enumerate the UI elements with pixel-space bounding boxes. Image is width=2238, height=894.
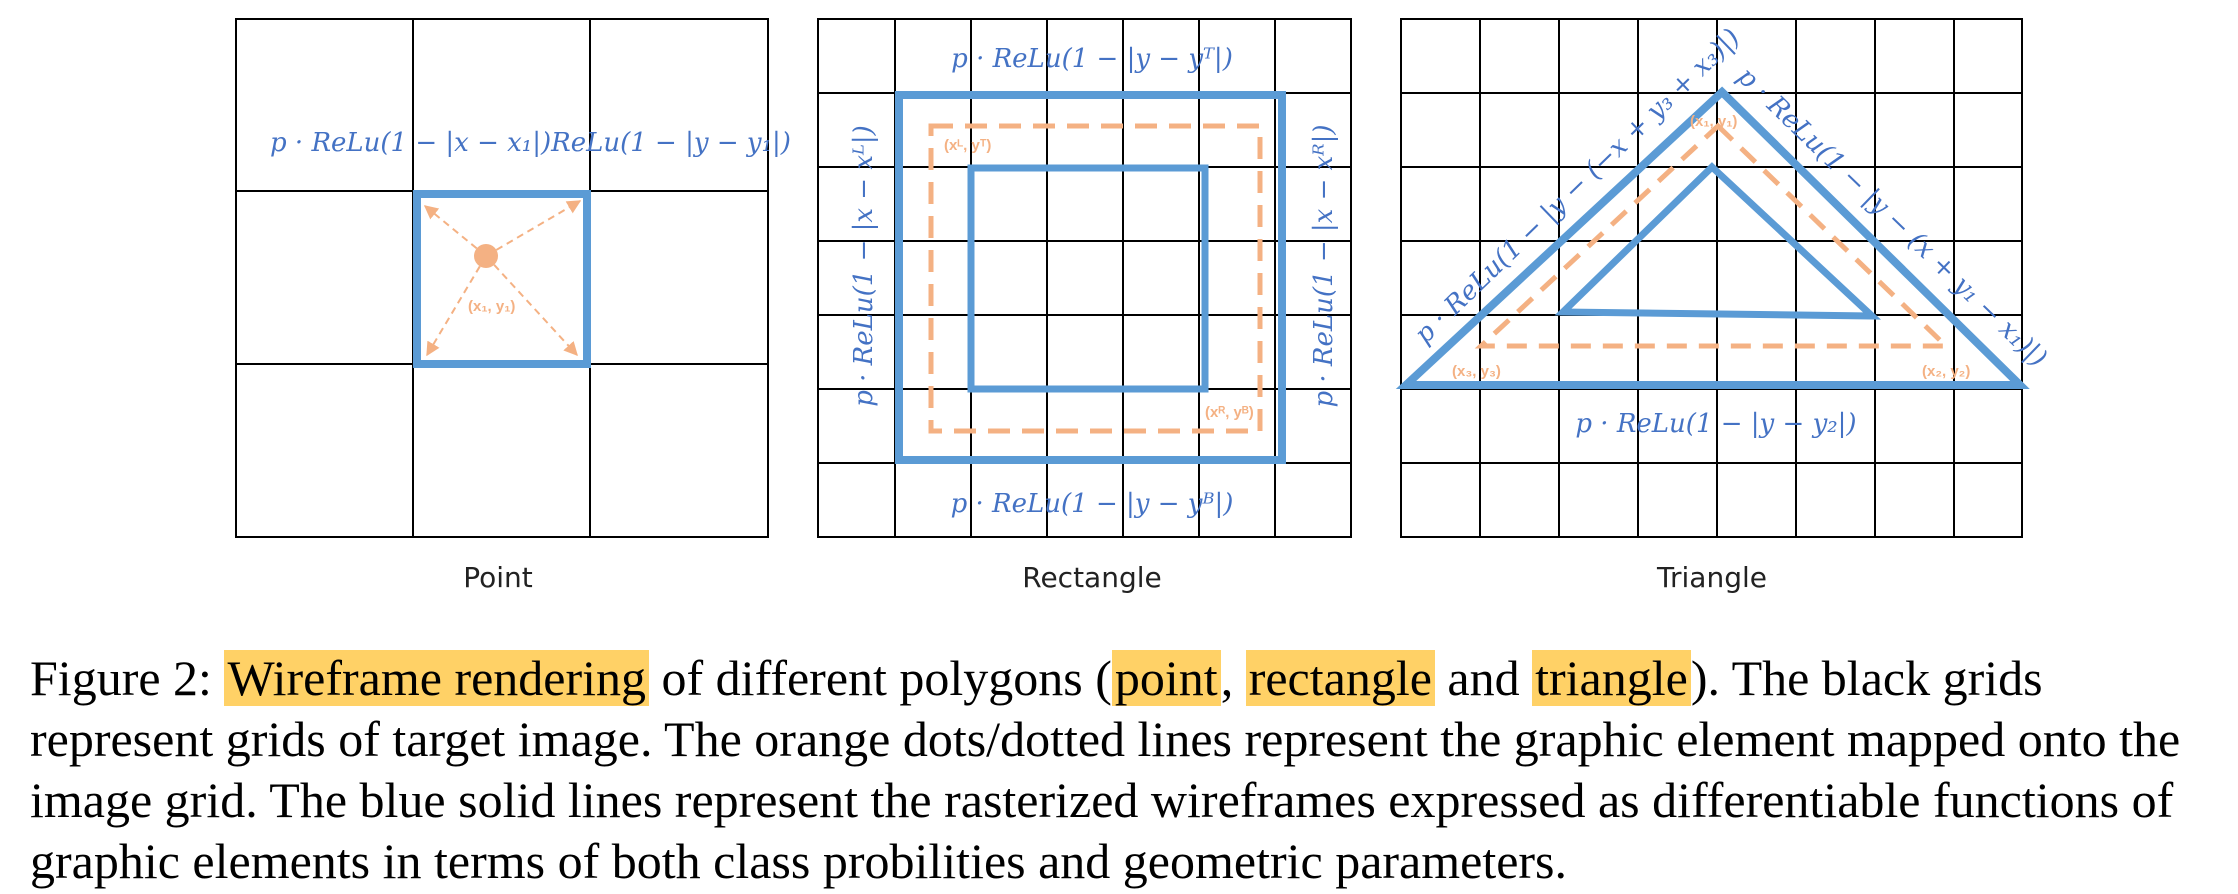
caption-text-3: and [1434, 650, 1533, 706]
caption-highlight-rectangle: rectangle [1245, 650, 1435, 706]
point-coord-label: (x₁, y₁) [468, 298, 515, 315]
rectangle-formula-left: p · ReLu(1 − |x − xᴸ|) [849, 125, 879, 407]
triangle-formula-bottom: p · ReLu(1 − |y − y₂|) [1575, 409, 1856, 439]
triangle-inner-wireframe [1554, 162, 1882, 320]
rectangle-coord-top-left: (xᴸ, yᵀ) [944, 137, 991, 154]
rectangle-formula-top: p · ReLu(1 − |y − yᵀ|) [951, 44, 1233, 74]
point-panel-label: Point [463, 561, 533, 594]
triangle-panel-label: Triangle [1656, 561, 1767, 594]
figure-diagram: (x₁, y₁) p · ReLu(1 − |x − x₁|)ReLu(1 − … [235, 18, 2053, 594]
point-dot [474, 244, 498, 268]
point-wireframe [413, 190, 591, 368]
caption-highlight-triangle: triangle [1532, 650, 1691, 706]
triangle-coord-left: (x₃, y₃) [1452, 363, 1501, 380]
rectangle-formula-right: p · ReLu(1 − |x − xᴿ|) [1309, 124, 1339, 407]
rectangle-panel: (xᴸ, yᵀ) (xᴿ, yᴮ) p · ReLu(1 − |y − yᵀ|)… [817, 18, 1352, 594]
point-grid [235, 18, 769, 538]
caption-prefix: Figure 2: [30, 650, 225, 706]
rectangle-element-outline [928, 123, 1263, 434]
caption-text-1: of different polygons ( [649, 650, 1112, 706]
caption-highlight-wireframe-rendering: Wireframe rendering [224, 650, 650, 706]
rectangle-coord-bottom-right: (xᴿ, yᴮ) [1205, 404, 1254, 421]
triangle-formula-right: p · ReLu(1 − |y − (x + y₁ − x₁)|) [1731, 61, 2052, 373]
rectangle-panel-label: Rectangle [1022, 561, 1161, 594]
rectangle-outer-wireframe [895, 91, 1286, 464]
point-panel: (x₁, y₁) p · ReLu(1 − |x − x₁|)ReLu(1 − … [235, 18, 791, 594]
triangle-outer-wireframe [1395, 86, 2030, 389]
caption-highlight-point: point [1111, 650, 1221, 706]
triangle-element-outline [1474, 122, 1953, 349]
point-arrows [423, 200, 582, 357]
triangle-coord-right: (x₂, y₂) [1922, 363, 1970, 380]
caption-text-4: ). The black grids represent grids of ta… [30, 650, 2181, 889]
triangle-coord-top: (x₁, y₁) [1690, 113, 1737, 130]
point-formula: p · ReLu(1 − |x − x₁|)ReLu(1 − |y − y₁|) [270, 128, 791, 158]
rectangle-formula-bottom: p · ReLu(1 − |y − yᴮ|) [951, 489, 1234, 519]
rectangle-inner-wireframe [967, 164, 1209, 393]
triangle-panel: (x₁, y₁) (x₃, y₃) (x₂, y₂) p · ReLu(1 − … [1395, 18, 2053, 594]
caption-text-2: , [1220, 650, 1246, 706]
figure-caption: Figure 2: Wireframe rendering of differe… [30, 648, 2220, 892]
